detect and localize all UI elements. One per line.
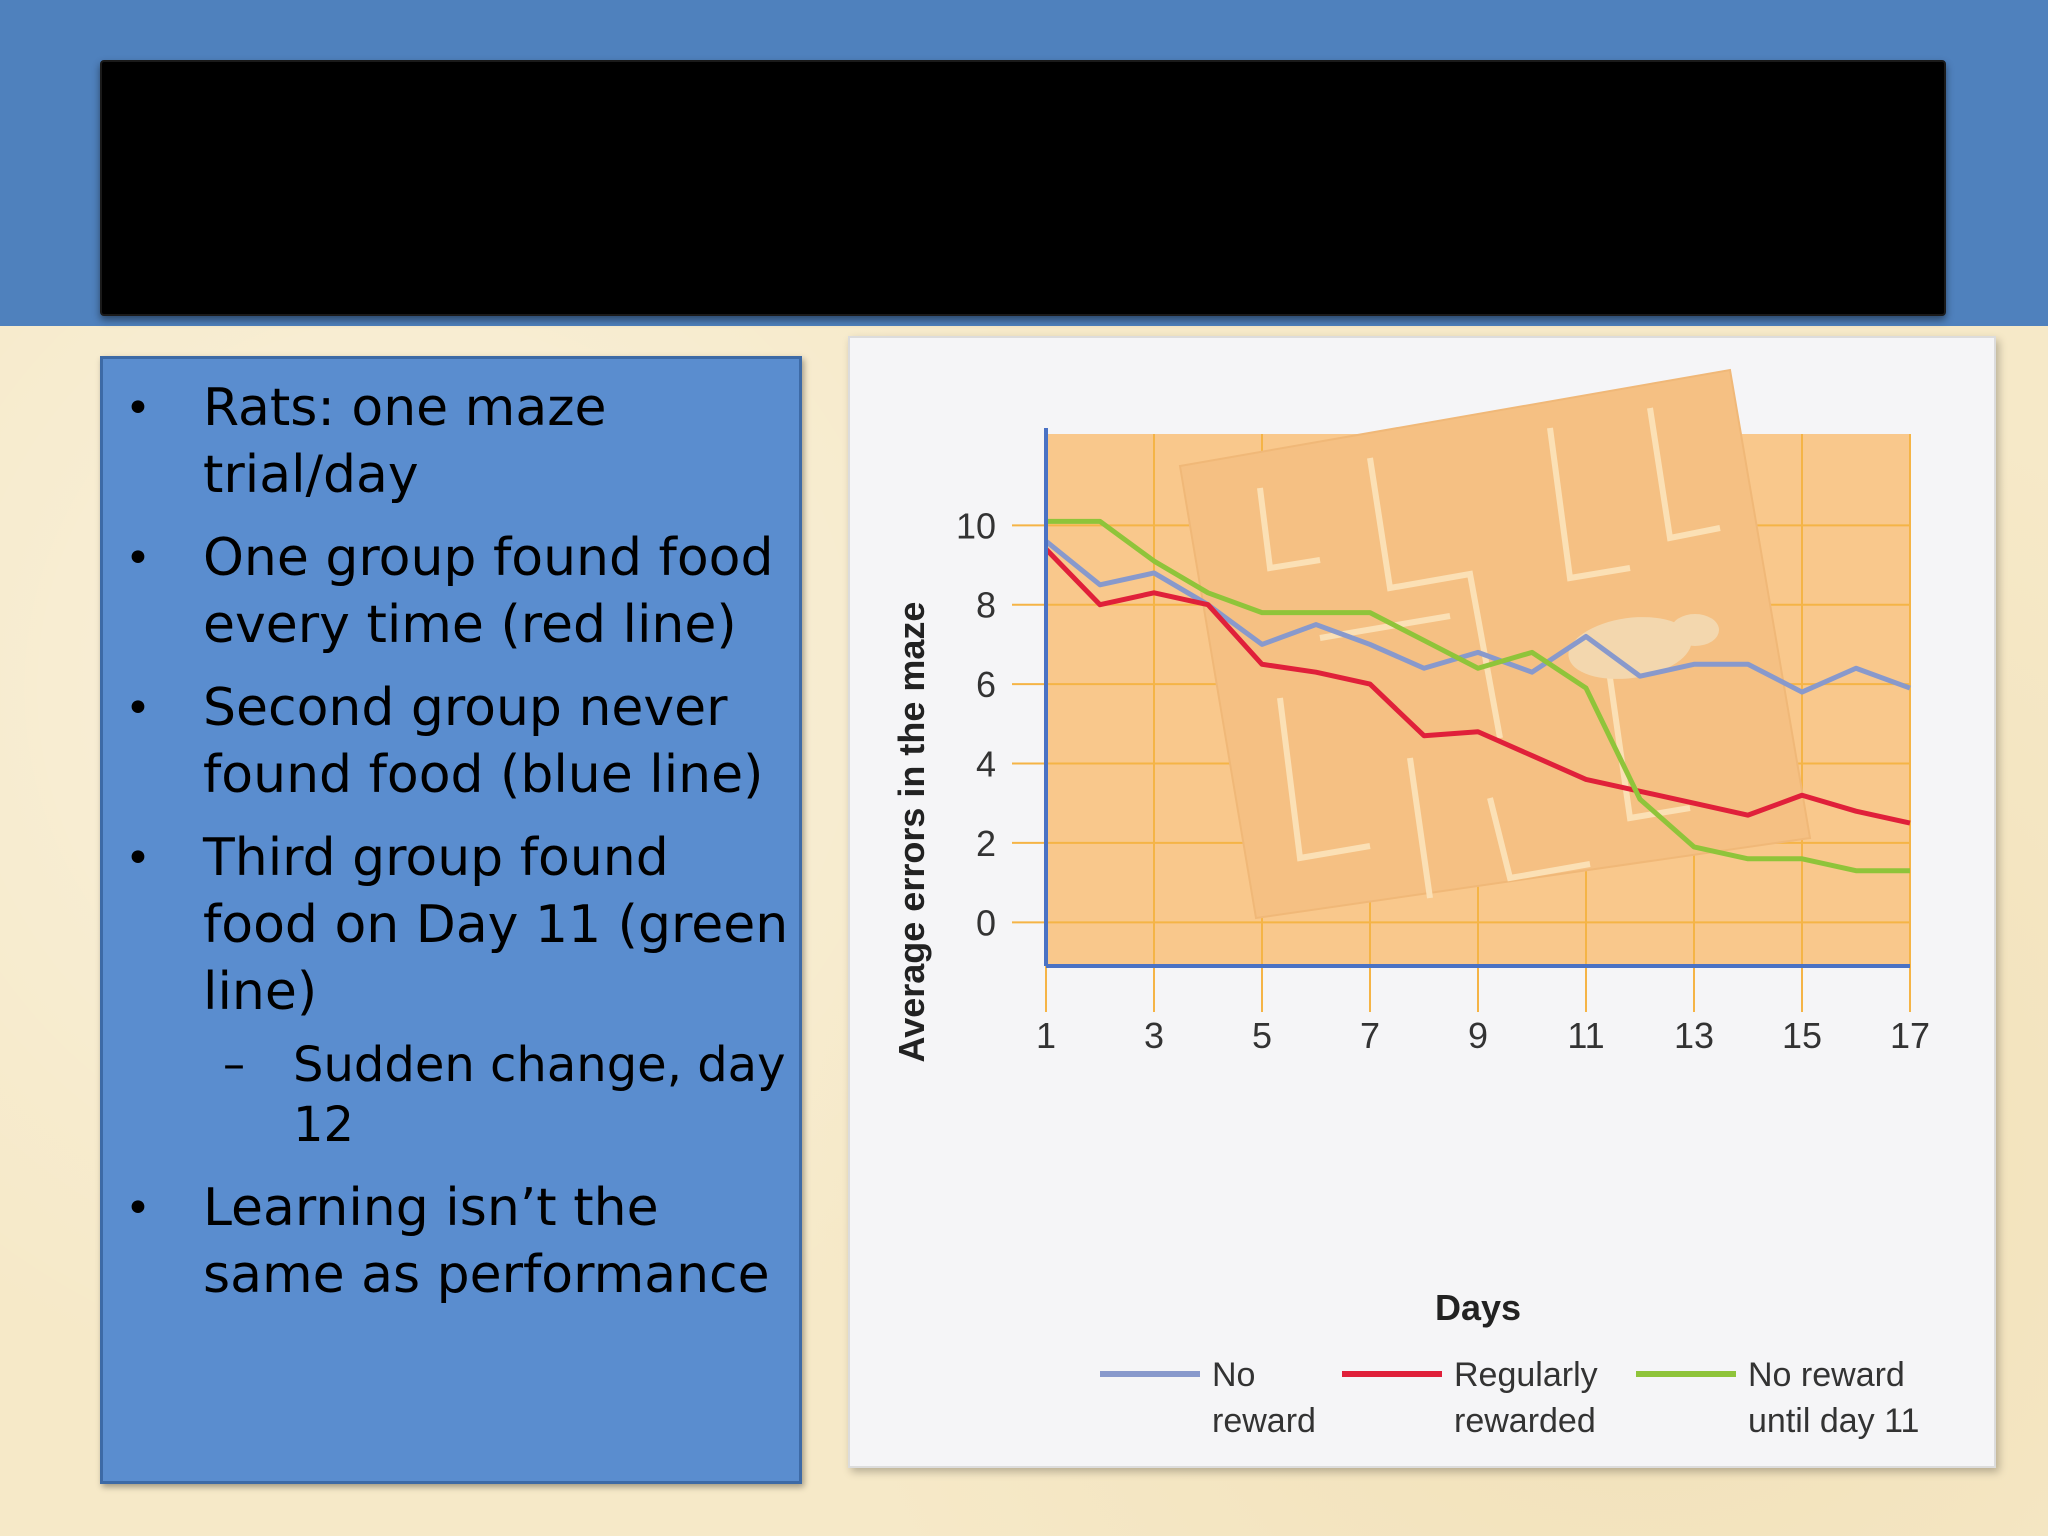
maze-wall (1407, 757, 1433, 899)
maze-wall (1647, 407, 1721, 542)
y-tick-label: 2 (976, 823, 996, 864)
x-tick-label: 7 (1360, 1015, 1380, 1056)
series-line-regularly-rewarded (1044, 547, 1911, 826)
y-tick-label: 4 (976, 744, 996, 785)
y-tick-label: 0 (976, 902, 996, 943)
legend-label-line2: reward (1212, 1402, 1316, 1440)
legend-label-line1: No reward (1748, 1356, 1905, 1394)
bullet-dot-icon: • (125, 383, 151, 434)
x-tick-label: 5 (1252, 1015, 1272, 1056)
bullet-text: One group found food every time (red lin… (203, 528, 774, 655)
mouse-head-icon (1671, 614, 1719, 646)
x-tick-label: 3 (1144, 1015, 1164, 1056)
bullet-text: Rats: one maze trial/day (203, 378, 607, 505)
bullet-text: Third group found food on Day 11 (green … (203, 828, 789, 1022)
bullet-dot-icon: • (125, 833, 151, 884)
maze-wall (1257, 487, 1321, 572)
legend-label-line2: until day 11 (1748, 1402, 1919, 1440)
legend-label-line2: rewarded (1454, 1402, 1596, 1440)
bullet-text: Learning isn’t the same as performance (203, 1178, 770, 1305)
maze-wall (1277, 697, 1371, 862)
bullet-dot-icon: • (125, 683, 151, 734)
bullet-text: Second group never found food (blue line… (203, 678, 764, 805)
maze-walls (1257, 407, 1721, 899)
x-tick-label: 15 (1782, 1015, 1822, 1056)
bullet-dot-icon: • (125, 533, 151, 584)
chart-panel: 1 3 5 7 9 11 13 15 17 0 2 4 6 8 10 Days Average errors… (848, 336, 1996, 1468)
dash-icon: – (223, 1039, 245, 1090)
x-tick-label: 13 (1674, 1015, 1714, 1056)
maze-wall (1607, 677, 1691, 822)
bullet-dot-icon: • (125, 1183, 151, 1234)
y-axis-title: Average errors in the maze (891, 602, 932, 1063)
y-tick-label: 8 (976, 585, 996, 626)
series-line-reward-day11 (1046, 518, 1910, 874)
bullet-text: Sudden change, day 12 (293, 1037, 786, 1153)
x-tick-label: 11 (1567, 1015, 1604, 1056)
bullet-text-box: • Rats: one maze trial/day • One group f… (100, 356, 802, 1484)
maze-wall (1487, 797, 1591, 882)
series-line-no-reward (1044, 539, 1911, 695)
x-axis-title: Days (1435, 1287, 1521, 1328)
mouse-icon (1568, 617, 1692, 679)
maze-wall (1547, 427, 1631, 582)
title-box (100, 60, 1946, 316)
legend-label-line1: Regularly (1454, 1356, 1598, 1394)
x-tick-label: 1 (1036, 1015, 1056, 1056)
y-tick-label: 6 (976, 664, 996, 705)
x-tick-label: 9 (1468, 1015, 1488, 1056)
x-tick-label: 17 (1890, 1015, 1930, 1056)
y-tick-label: 10 (956, 505, 996, 546)
maze-illustration (1178, 368, 1812, 920)
legend-label-line1: No (1212, 1356, 1255, 1394)
